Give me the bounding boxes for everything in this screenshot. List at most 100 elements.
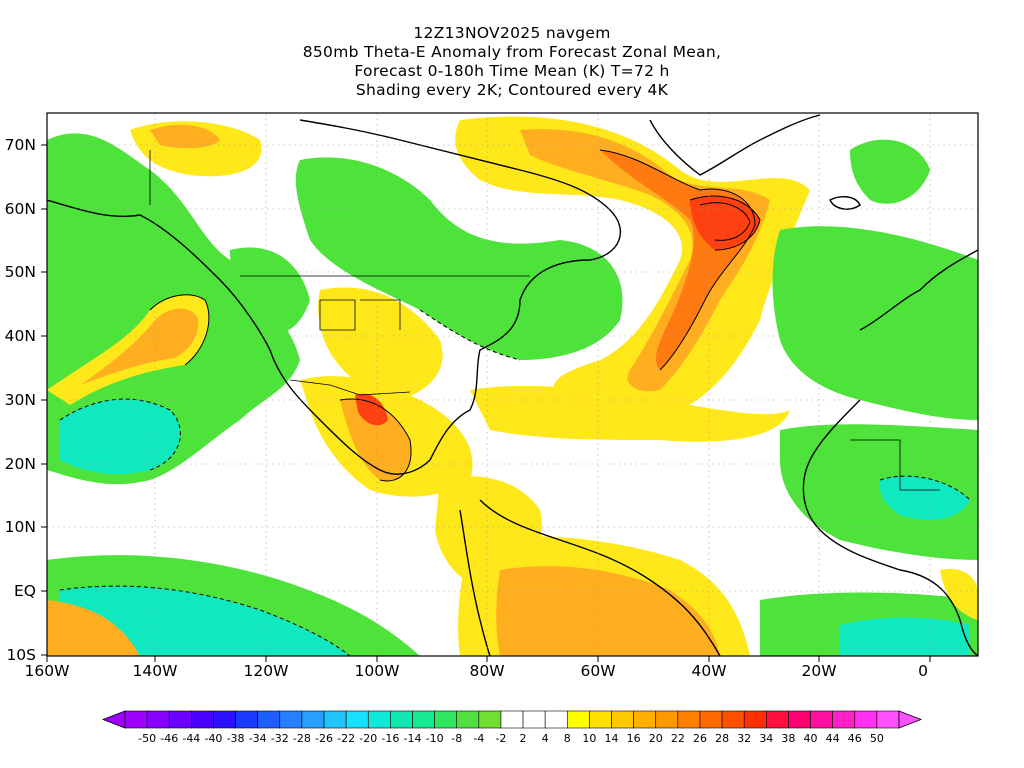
- lon-label-80w: 80W: [469, 662, 505, 680]
- colorbar-label: -16: [381, 732, 400, 745]
- colorbar-label: 32: [737, 732, 752, 745]
- coastline-iceland: [829, 196, 861, 210]
- border-state: [319, 299, 356, 331]
- lon-label-0: 0: [918, 662, 928, 680]
- colorbar-label: 38: [781, 732, 796, 745]
- political-boundaries: [149, 150, 940, 491]
- colorbar-label: -10: [425, 732, 444, 745]
- colorbar-label: 8: [563, 732, 571, 745]
- colorbar-label: -46: [160, 732, 179, 745]
- teal-south-pacific: [60, 586, 350, 656]
- border-us-mexico: [289, 379, 411, 396]
- lon-label-120w: 120W: [243, 662, 289, 680]
- orange-arctic: [150, 124, 220, 149]
- plume-atlantic-red: [690, 196, 760, 250]
- lat-label-30n: 30N: [4, 391, 36, 409]
- colorbar-label: -8: [451, 732, 463, 745]
- yellow-south-africa: [940, 568, 978, 620]
- contour-line-dashed: [59, 585, 351, 656]
- green-africa: [780, 424, 978, 560]
- title-line-4: Shading every 2K; Contoured every 4K: [355, 81, 669, 99]
- lon-label-160w: 160W: [24, 662, 70, 680]
- teal-region: [60, 399, 181, 475]
- orange-south-america: [496, 566, 720, 656]
- lat-label-eq: EQ: [14, 582, 36, 600]
- lon-label-100w: 100W: [354, 662, 400, 680]
- orange-south-pacific: [47, 600, 140, 656]
- colorbar-label: -44: [182, 732, 201, 745]
- contour-line: [699, 202, 751, 241]
- colorbar-label: -40: [204, 732, 223, 745]
- coastline-south-america-west: [459, 509, 491, 656]
- colorbar-label: 10: [582, 732, 597, 745]
- lat-label-60n: 60N: [4, 200, 36, 218]
- coastlines: [47, 114, 978, 656]
- lat-label-50n: 50N: [4, 263, 36, 281]
- colorbar-label: 26: [692, 732, 707, 745]
- lat-label-20n: 20N: [4, 455, 36, 473]
- border-state: [360, 299, 401, 330]
- lat-label-40n: 40N: [4, 327, 36, 345]
- title-line-1: 12Z13NOV2025 navgem: [413, 24, 611, 42]
- colorbar-label: 50: [869, 732, 884, 745]
- contour-line: [689, 195, 761, 251]
- colorbar-label: 34: [759, 732, 774, 745]
- lat-label-10n: 10N: [4, 518, 36, 536]
- coastline-africa: [802, 399, 978, 656]
- colorbar-label: 16: [626, 732, 641, 745]
- colorbar-label: 14: [604, 732, 619, 745]
- border-africa: [850, 439, 940, 491]
- lon-label-140w: 140W: [132, 662, 178, 680]
- colorbar-label: 2: [519, 732, 527, 745]
- colorbar-label: 20: [648, 732, 663, 745]
- red-mexico: [355, 393, 388, 426]
- plume-pacific-orange: [80, 308, 199, 385]
- colorbar-label: -14: [403, 732, 422, 745]
- colorbar-label: 40: [803, 732, 818, 745]
- colorbar-label: 4: [541, 732, 549, 745]
- plot-frame: [46, 112, 979, 657]
- contour-line: [339, 398, 412, 482]
- colorbar-label: -34: [248, 732, 267, 745]
- green-greenland: [850, 139, 930, 204]
- title-line-3: Forecast 0-180h Time Mean (K) T=72 h: [354, 62, 670, 80]
- lon-label-40w: 40W: [691, 662, 727, 680]
- colorbar-label: -4: [473, 732, 485, 745]
- lat-label-70n: 70N: [4, 136, 36, 154]
- green-europe: [772, 226, 978, 420]
- contour-line: [149, 294, 210, 366]
- contour-line-dashed: [879, 475, 971, 501]
- colorbar-label: 46: [847, 732, 862, 745]
- coastline-south-america: [479, 499, 721, 656]
- yellow-caribbean: [470, 385, 790, 442]
- orange-mexico: [340, 399, 411, 481]
- colorbar-label: -38: [226, 732, 245, 745]
- lat-label-10s: 10S: [6, 646, 36, 664]
- colorbar-label: -22: [337, 732, 356, 745]
- colorbar-label: 28: [715, 732, 730, 745]
- teal-south-atlantic: [840, 617, 970, 656]
- colorbar-label: -32: [270, 732, 289, 745]
- green-west: [230, 247, 310, 334]
- colorbar-label: -2: [495, 732, 507, 745]
- colorbar-label: 44: [825, 732, 840, 745]
- contour-line: [599, 149, 756, 226]
- axis-ticks: [41, 144, 931, 662]
- coastline-greenland: [649, 114, 821, 176]
- graticule: [47, 113, 978, 656]
- shaded-fields: [47, 116, 978, 656]
- coastline-north-america: [47, 119, 621, 475]
- contour-line-dashed: [59, 398, 181, 471]
- teal-africa: [879, 476, 970, 520]
- green-canada: [295, 157, 623, 360]
- lon-label-20w: 20W: [801, 662, 837, 680]
- lon-label-60w: 60W: [580, 662, 616, 680]
- colorbar-label: -50: [138, 732, 157, 745]
- colorbar-label: -28: [292, 732, 311, 745]
- coastline-europe: [859, 249, 978, 331]
- title-line-2: 850mb Theta-E Anomaly from Forecast Zona…: [302, 43, 722, 61]
- colorbar-label: -20: [359, 732, 378, 745]
- contour-line: [659, 224, 756, 371]
- contour-line-dashed: [419, 309, 521, 361]
